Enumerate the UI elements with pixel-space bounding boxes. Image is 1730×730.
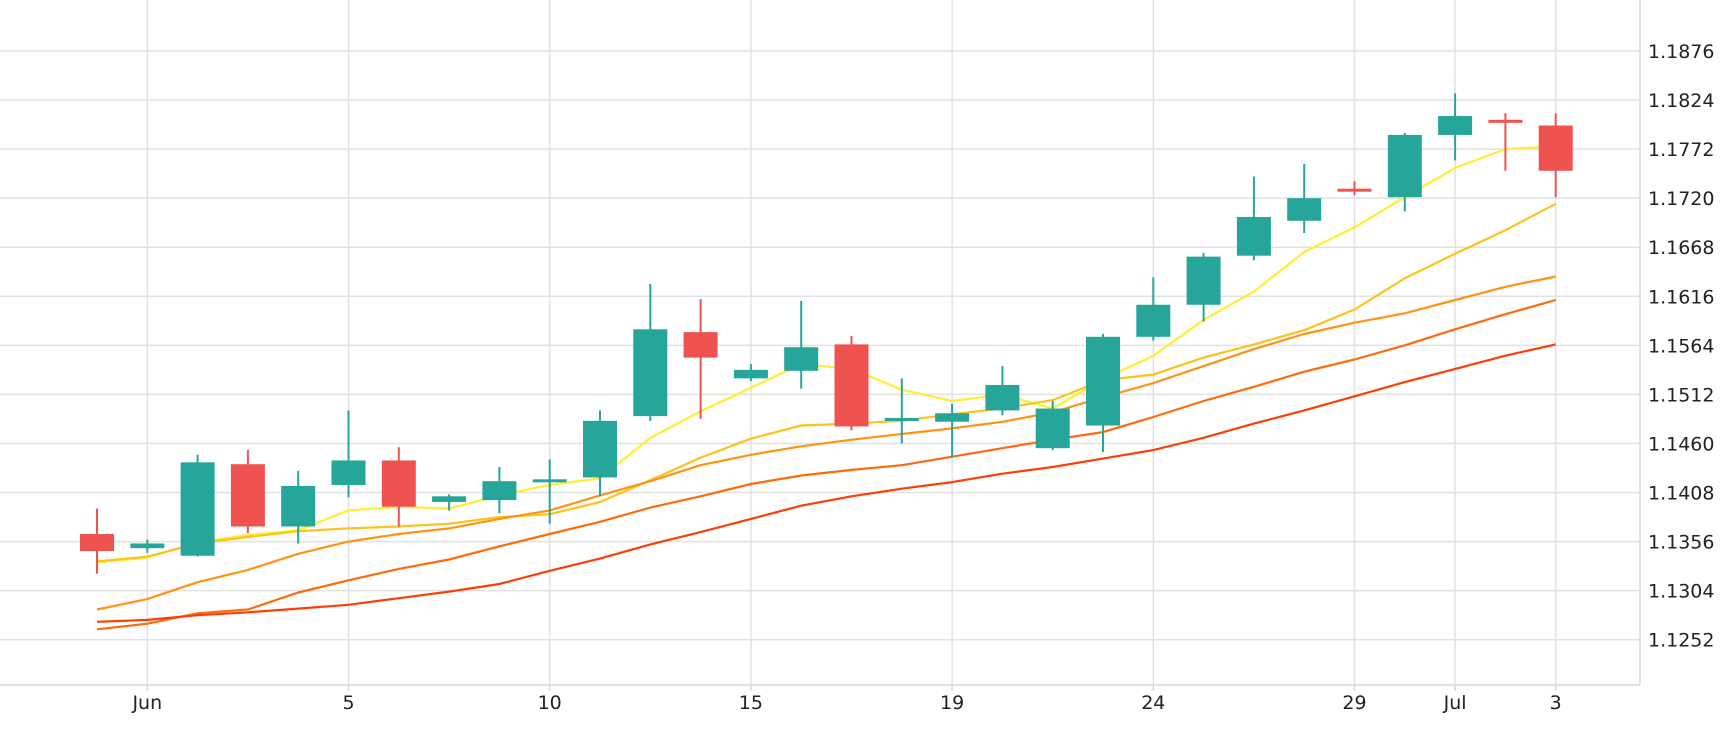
moving-average-layer — [96, 145, 1557, 631]
candle-body — [331, 460, 366, 485]
candle — [583, 410, 617, 497]
candle-body — [532, 479, 567, 483]
y-tick-label: 1.1668 — [1648, 237, 1714, 259]
candle — [935, 403, 970, 458]
x-tick-label: 15 — [739, 692, 763, 714]
candle-body — [1287, 198, 1322, 221]
x-tick-label: 19 — [940, 692, 964, 714]
candle-body — [1236, 217, 1271, 256]
y-tick-label: 1.1720 — [1648, 188, 1714, 210]
candle — [884, 378, 919, 444]
candle — [633, 284, 668, 421]
candle — [1236, 176, 1271, 261]
candle-body — [381, 460, 416, 507]
candle-body — [683, 332, 718, 358]
candle-body — [935, 413, 970, 422]
grid-layer — [0, 0, 1640, 685]
y-tick-label: 1.1824 — [1648, 90, 1714, 112]
candle — [1387, 133, 1422, 212]
candle-body — [80, 534, 114, 552]
candle-body — [884, 417, 919, 421]
candle — [130, 539, 165, 553]
candle-body — [1538, 125, 1573, 171]
candle — [1186, 252, 1221, 322]
candle — [1287, 164, 1322, 234]
y-tick-label: 1.1304 — [1648, 581, 1714, 603]
axis-layer — [0, 0, 1641, 691]
candle — [180, 454, 215, 557]
y-tick-label: 1.1876 — [1648, 41, 1714, 63]
x-tick-label: Jul — [1443, 692, 1467, 714]
candle — [784, 300, 819, 389]
candle — [532, 459, 567, 524]
candle — [683, 299, 718, 419]
candle — [281, 470, 316, 544]
moving-average-line-1 — [96, 145, 1556, 564]
candle-body — [1488, 119, 1523, 123]
candle — [1538, 113, 1573, 198]
label-layer: 1.1252 1.1304 1.1356 1.1408 1.1460 1.1512 1.15… — [131, 41, 1714, 714]
x-tick-label: 24 — [1141, 692, 1165, 714]
x-tick-label: 5 — [342, 692, 354, 714]
candle — [1035, 400, 1070, 451]
candle — [1086, 334, 1120, 452]
candle — [381, 447, 416, 527]
candle-body — [583, 420, 617, 478]
candle — [432, 494, 467, 511]
candle-body — [733, 369, 768, 379]
candle — [1438, 93, 1473, 161]
candle-body — [1337, 188, 1372, 192]
moving-average-line-4 — [96, 298, 1556, 631]
candle-body — [432, 496, 467, 502]
candle — [230, 450, 265, 534]
y-tick-label: 1.1460 — [1648, 433, 1714, 455]
moving-average-line-5 — [96, 343, 1556, 623]
candle — [80, 508, 114, 574]
candle-body — [784, 347, 819, 371]
candle-body — [1387, 134, 1422, 198]
y-tick-label: 1.1616 — [1648, 286, 1714, 308]
candle — [482, 467, 517, 514]
candle — [331, 410, 366, 498]
candle-body — [230, 464, 265, 527]
moving-average-line-3 — [96, 275, 1556, 611]
y-tick-label: 1.1564 — [1648, 335, 1714, 357]
candle-body — [130, 543, 165, 549]
candle — [985, 366, 1020, 416]
candle-body — [633, 329, 668, 417]
candle-body — [1086, 336, 1120, 426]
candle-body — [1136, 304, 1171, 337]
candle-body — [1035, 408, 1070, 449]
candle-body — [1438, 116, 1473, 135]
x-tick-label: Jun — [131, 692, 162, 714]
x-tick-label: 29 — [1342, 692, 1366, 714]
candle-body — [482, 481, 517, 501]
candle — [1337, 181, 1372, 196]
moving-average-line-2 — [96, 202, 1557, 563]
x-tick-label: 3 — [1550, 692, 1562, 714]
candle — [834, 335, 869, 431]
candle-body — [180, 462, 215, 556]
y-tick-label: 1.1512 — [1648, 384, 1714, 406]
x-tick-label: 10 — [538, 692, 562, 714]
candle — [1488, 113, 1523, 171]
candle-body — [281, 485, 316, 527]
candle-layer — [80, 93, 1573, 574]
candle — [733, 364, 768, 382]
y-tick-label: 1.1356 — [1648, 532, 1714, 554]
candle-body — [1186, 256, 1221, 305]
y-tick-label: 1.1772 — [1648, 139, 1714, 161]
y-tick-label: 1.1252 — [1648, 630, 1714, 652]
candle-body — [834, 344, 869, 427]
candle — [1136, 277, 1171, 341]
y-tick-label: 1.1408 — [1648, 483, 1714, 505]
candle-body — [985, 384, 1020, 411]
